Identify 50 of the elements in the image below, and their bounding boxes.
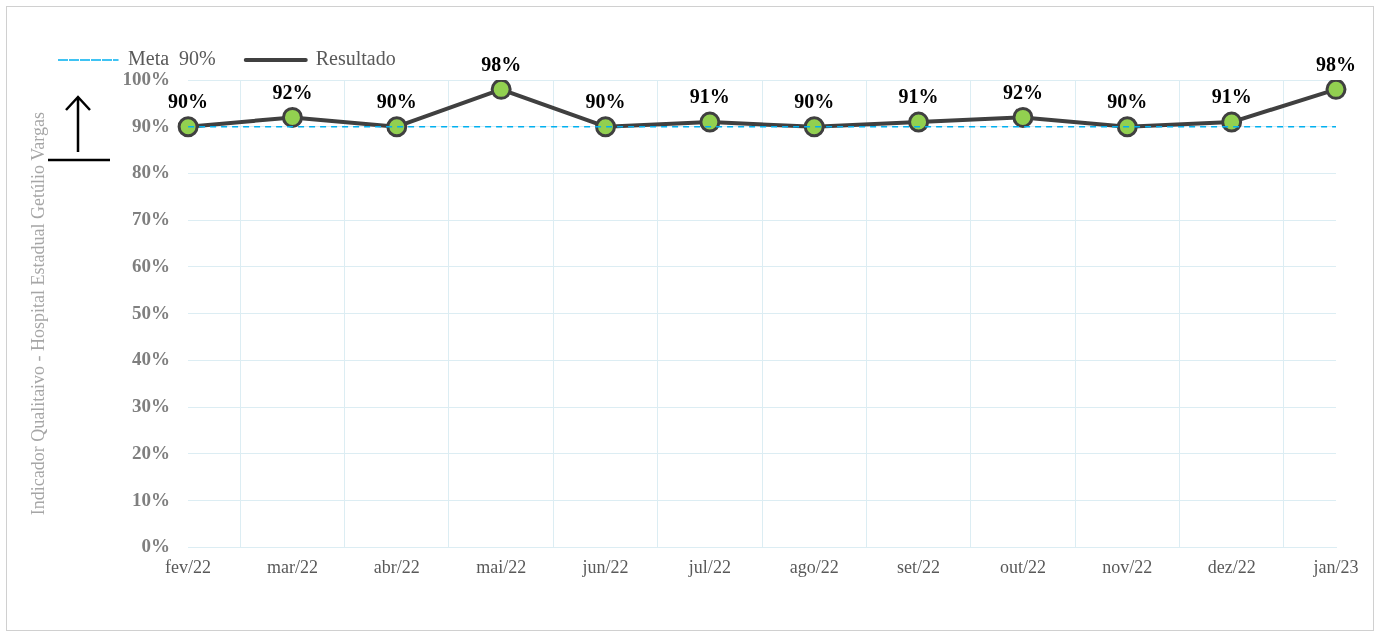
point bbox=[177, 116, 199, 138]
x-tick-label: out/22 bbox=[999, 556, 1046, 577]
x-tick-label: nov/22 bbox=[1102, 556, 1153, 577]
legend-label: Resultado bbox=[315, 47, 396, 70]
y-tick-label: 90% bbox=[132, 114, 171, 136]
data-label: 90% bbox=[585, 89, 626, 112]
y-tick-label: 0% bbox=[141, 535, 171, 557]
point bbox=[281, 106, 303, 128]
data-label: 90% bbox=[168, 89, 209, 112]
point bbox=[595, 116, 617, 138]
legend-label: Meta 90% bbox=[128, 47, 216, 70]
point bbox=[908, 111, 930, 133]
point bbox=[490, 80, 512, 100]
x-tick-label: fev/22 bbox=[165, 556, 212, 577]
data-label: 91% bbox=[689, 85, 730, 108]
point bbox=[1221, 111, 1243, 133]
y-tick-label: 10% bbox=[132, 488, 171, 510]
data-label: 90% bbox=[376, 89, 417, 112]
y-tick-label: 60% bbox=[132, 254, 171, 276]
point bbox=[1325, 80, 1347, 100]
x-tick-label: set/22 bbox=[897, 556, 941, 577]
x-tick-label: abr/22 bbox=[373, 556, 420, 577]
y-tick-label: 20% bbox=[132, 441, 171, 463]
y-tick-label: 100% bbox=[122, 67, 171, 89]
data-label: 98% bbox=[1316, 52, 1356, 75]
y-tick-label: 70% bbox=[132, 208, 171, 230]
data-label: 90% bbox=[1107, 89, 1148, 112]
point bbox=[803, 116, 825, 138]
x-tick-label: ago/22 bbox=[789, 556, 839, 577]
data-label: 98% bbox=[481, 52, 522, 75]
y-tick-label: 40% bbox=[132, 348, 171, 370]
point bbox=[386, 116, 408, 138]
x-tick-label: jul/22 bbox=[687, 556, 731, 577]
y-tick-label: 50% bbox=[132, 301, 171, 323]
y-axis-title: Indicador Qualitaivo - Hospital Estadual Getúlio Vargas bbox=[27, 112, 48, 516]
y-tick-label: 80% bbox=[132, 161, 171, 183]
data-label: 90% bbox=[794, 89, 835, 112]
x-tick-label: jan/23 bbox=[1312, 556, 1359, 577]
data-label: 91% bbox=[1211, 85, 1252, 108]
data-label: 91% bbox=[898, 85, 939, 108]
point bbox=[1116, 116, 1138, 138]
x-tick-label: jun/22 bbox=[581, 556, 629, 577]
x-tick-label: mai/22 bbox=[476, 556, 527, 577]
data-label: 92% bbox=[272, 80, 313, 103]
y-tick-label: 30% bbox=[132, 395, 171, 417]
point bbox=[699, 111, 721, 133]
x-tick-label: dez/22 bbox=[1207, 556, 1256, 577]
point bbox=[1012, 106, 1034, 128]
x-tick-label: mar/22 bbox=[266, 556, 318, 577]
data-label: 92% bbox=[1002, 80, 1043, 103]
